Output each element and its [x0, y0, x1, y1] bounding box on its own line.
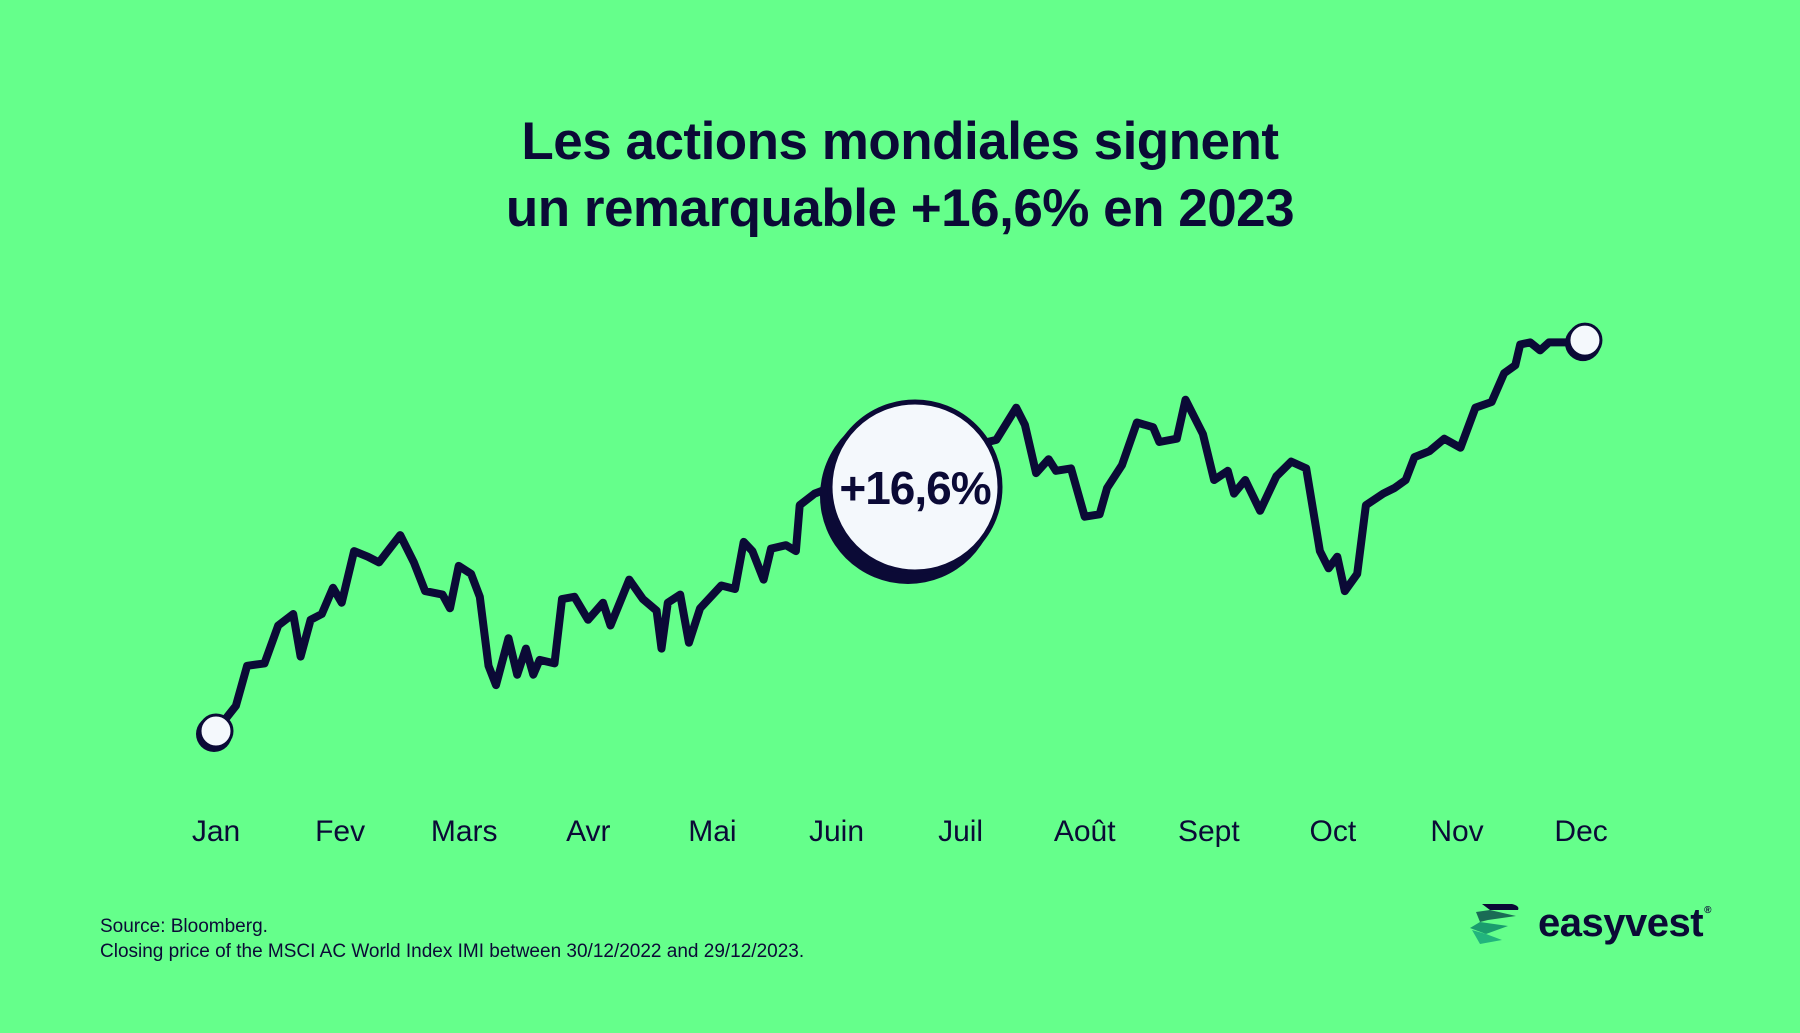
x-tick-label-dec: Dec	[1554, 815, 1608, 848]
footnote-source: Source: Bloomberg.	[100, 916, 268, 937]
x-tick-label-mai: Mai	[688, 815, 737, 848]
easyvest-logo-text: easyvest ®	[1538, 900, 1712, 945]
start-point-marker	[198, 713, 234, 749]
series-line	[212, 336, 1589, 735]
x-tick-label-fev: Fev	[315, 815, 366, 848]
easyvest-logo-icon	[1470, 904, 1519, 944]
chart-title-line-1: Les actions mondiales signent	[521, 112, 1279, 171]
x-tick-label-jan: Jan	[191, 815, 241, 848]
footnote-description: Closing price of the MSCI AC World Index…	[100, 941, 805, 962]
x-tick-label-juin: Juin	[808, 815, 865, 848]
x-tick-label-août: Août	[1053, 815, 1116, 848]
chart-title-line-2: un remarquable +16,6% en 2023	[505, 179, 1295, 238]
x-tick-label-nov: Nov	[1430, 815, 1484, 848]
chart-title: Les actions mondiales signent un remarqu…	[0, 108, 1800, 242]
annotation-label: +16,6%	[839, 462, 990, 514]
x-tick-label-avr: Avr	[566, 815, 611, 848]
footnote: Source: Bloomberg. Closing price of the …	[100, 914, 804, 964]
easyvest-logo: easyvest ®	[1468, 900, 1712, 946]
x-tick-label-mars: Mars	[430, 815, 498, 848]
x-tick-label-juil: Juil	[938, 815, 984, 848]
annotation-bubble-circle	[827, 399, 1003, 575]
end-point-marker	[1567, 322, 1603, 358]
x-tick-label-oct: Oct	[1309, 815, 1357, 848]
x-tick-label-sept: Sept	[1177, 815, 1240, 848]
annotation-bubble: +16,6%	[820, 399, 1003, 584]
